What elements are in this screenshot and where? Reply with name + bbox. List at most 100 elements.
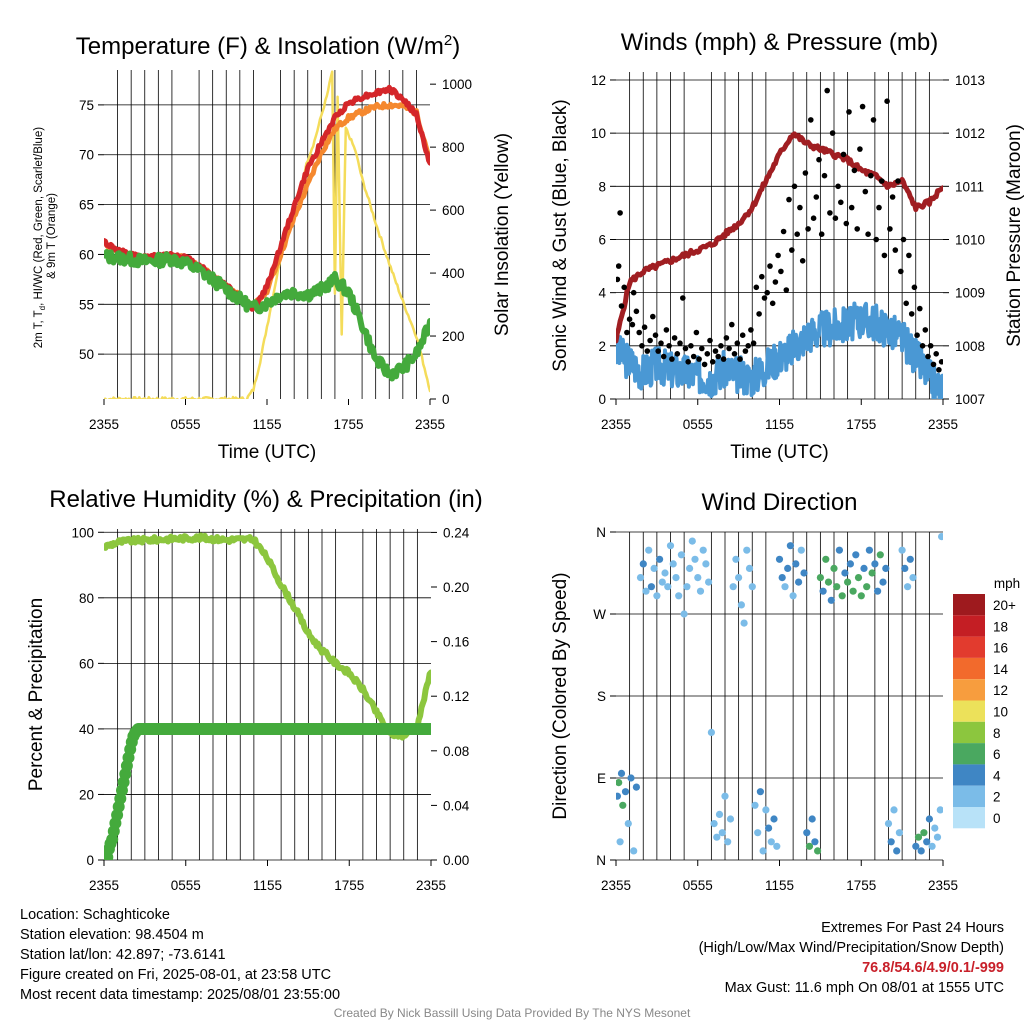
recent-text: Most recent data timestamp: 2025/08/01 2… <box>20 987 341 1003</box>
wind-direction-point <box>925 815 934 823</box>
wind-gust-point <box>767 263 773 269</box>
wind-gust-point <box>750 340 757 347</box>
wind-gust-point <box>699 345 705 352</box>
wind-direction-point <box>909 574 917 582</box>
temp-y2-tick-label: 800 <box>442 140 465 155</box>
wind-direction-point <box>636 574 645 582</box>
wind-gust-point <box>840 151 847 158</box>
wind-direction-point <box>677 551 686 559</box>
wind-gust-point <box>652 332 659 339</box>
wind-direction-point <box>713 833 721 841</box>
location-text: Location: Schaghticoke <box>20 907 170 923</box>
solar-insolation-line <box>104 70 430 399</box>
wind-gust-point <box>884 98 890 104</box>
speed-legend-label: 6 <box>993 747 1001 762</box>
dir-x-tick-label: 2355 <box>928 878 958 893</box>
wind-y2-tick-label: 1009 <box>955 286 985 301</box>
wind-direction-point <box>871 560 879 568</box>
wind-gust-point <box>887 226 893 232</box>
wind-direction-point <box>854 574 863 582</box>
wind-direction-point <box>624 820 632 828</box>
speed-legend-swatch <box>953 743 985 765</box>
rh-x-tick-label: 2355 <box>416 878 446 893</box>
wind-gust-point <box>799 258 806 264</box>
wind-direction-point <box>912 842 920 850</box>
wind-gust-point <box>685 359 691 365</box>
extremes-subtitle: (High/Low/Max Wind/Precipitation/Snow De… <box>698 940 1004 956</box>
temp-y2-tick-label: 0 <box>442 392 450 407</box>
wind-gust-point <box>616 276 621 283</box>
wind-direction-point <box>650 564 658 573</box>
wind-gust-point <box>873 236 879 243</box>
wind-direction-point <box>904 583 912 591</box>
rh-y-tick-label: 20 <box>79 787 94 802</box>
wind-direction-point <box>863 583 871 591</box>
wind-y-tick-label: 0 <box>598 392 606 407</box>
wind-direction-point <box>824 578 833 586</box>
wind-direction-point <box>726 815 735 823</box>
speed-legend-label: 4 <box>993 768 1001 783</box>
sonic-wind-line <box>616 301 943 399</box>
wind-gust-point <box>650 313 656 320</box>
wind-x-tick-label: 0555 <box>683 417 713 432</box>
wind-direction-point <box>715 810 724 819</box>
wind-x-tick-label: 1755 <box>846 417 876 432</box>
wind-gust-point <box>865 231 871 237</box>
wind-x-tick-label: 1155 <box>765 417 794 432</box>
wind-direction-point <box>827 596 835 604</box>
wind-direction-point <box>642 587 650 595</box>
speed-legend-label: 18 <box>993 619 1008 634</box>
temp-x-tick-label: 1755 <box>333 417 363 432</box>
wind-y2-tick-label: 1011 <box>955 179 984 194</box>
rh-x-tick-label: 2355 <box>89 878 119 893</box>
dir-y-tick-label: N <box>596 525 606 540</box>
wind-gust-point <box>742 348 749 354</box>
wind-y-tick-label: 4 <box>598 286 606 301</box>
created-text: Figure created on Fri, 2025-08-01, at 23… <box>20 967 332 983</box>
wind-x-tick-label: 2355 <box>601 417 631 432</box>
wind-gust-point <box>810 215 817 221</box>
wind-gust-point <box>848 204 855 211</box>
temp-y2-tick-label: 600 <box>442 203 465 218</box>
wind-gust-point <box>919 343 926 349</box>
wind-direction-point <box>743 546 751 554</box>
wind-gust-point <box>644 348 651 354</box>
wind-direction-point <box>680 610 688 618</box>
speed-legend-swatch <box>953 764 985 786</box>
wind-direction-point <box>707 728 716 737</box>
wind-direction-point <box>759 847 767 855</box>
wind-direction-point <box>805 842 814 850</box>
wind-y-axis-label: Sonic Wind & Gust (Blue, Black) <box>550 99 571 371</box>
wind-gust-point <box>696 356 702 362</box>
wind-gust-point <box>745 343 751 349</box>
wind-direction-point <box>691 555 699 563</box>
wind-y2-tick-label: 1008 <box>955 339 985 354</box>
wind-direction-point <box>874 587 882 595</box>
wind-gust-point <box>927 343 934 349</box>
wind-gust-point <box>821 172 828 179</box>
wind-direction-point <box>773 842 781 850</box>
rh-x-tick-label: 1755 <box>334 878 364 893</box>
temperature-y-axis-label: 2m T, Td, HI/WC (Red, Green, Scarlet/Blu… <box>33 124 58 349</box>
wind-panel: Winds (mph) & Pressure (mb) 2355 0555 1155 1… <box>550 29 1024 463</box>
speed-legend-swatch <box>953 679 985 701</box>
wind-direction-point <box>795 578 803 586</box>
wind-direction-point <box>898 546 906 554</box>
wind-gust-point <box>851 167 858 174</box>
wind-gust-point <box>729 321 735 328</box>
speed-legend-swatch <box>953 636 985 658</box>
wind-gust-point <box>690 353 697 360</box>
wind-gust-point <box>898 268 904 275</box>
wind-gust-point <box>671 335 678 341</box>
wind-direction-point <box>800 569 808 577</box>
wind-gust-point <box>734 340 741 347</box>
wind-direction-point <box>721 792 729 800</box>
wind-gust-point <box>701 361 708 368</box>
temp-x-tick-label: 2355 <box>415 417 445 432</box>
wind-gust-point <box>824 87 830 94</box>
wind-direction-point <box>617 769 626 778</box>
wind-direction-point <box>920 829 928 837</box>
wind-gust-point <box>709 359 716 365</box>
dir-x-tick-label: 1755 <box>846 878 876 893</box>
